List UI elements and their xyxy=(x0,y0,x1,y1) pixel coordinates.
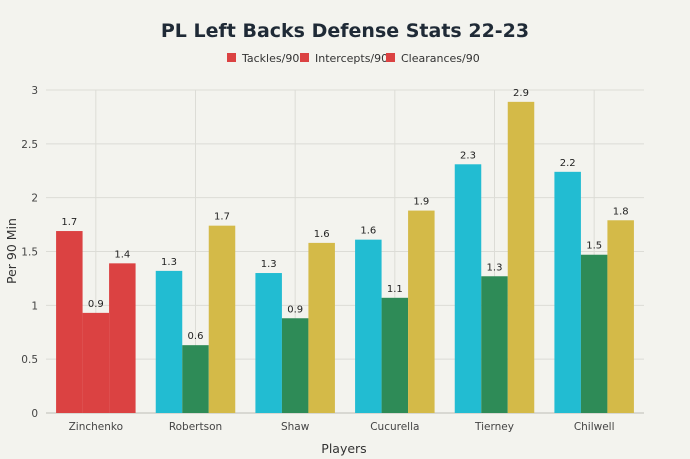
legend-entry: Tackles/90 xyxy=(241,52,299,65)
data-label: 1.6 xyxy=(314,229,330,240)
data-label: 1.4 xyxy=(114,249,130,260)
y-axis-label: Per 90 Min xyxy=(4,218,19,284)
bar-tierney-intercepts xyxy=(481,276,508,413)
legend: Tackles/90 Intercepts/90 Clearances/90 xyxy=(227,52,480,65)
bar-chilwell-tackles xyxy=(554,171,581,413)
data-label: 1.5 xyxy=(586,241,602,252)
y-tick-label: 1 xyxy=(31,300,38,312)
x-tick-label: Chilwell xyxy=(574,421,615,433)
data-label: 1.1 xyxy=(387,284,403,295)
bar-zinchenko-tackles xyxy=(56,231,83,413)
data-label: 2.2 xyxy=(560,158,576,169)
bar-cucurella-clearances xyxy=(408,210,435,413)
bar-tierney-tackles xyxy=(454,164,482,413)
bar-zinchenko-clearances xyxy=(109,263,136,413)
y-tick-label: 2.5 xyxy=(21,139,38,151)
data-label: 0.9 xyxy=(88,299,104,310)
data-label: 1.3 xyxy=(161,257,177,268)
legend-entry: Clearances/90 xyxy=(401,52,480,65)
data-label: 0.9 xyxy=(287,304,303,315)
x-tick-label: Shaw xyxy=(281,421,310,433)
bar-tierney-clearances xyxy=(507,101,535,414)
x-tick-label: Tierney xyxy=(474,421,514,433)
grid xyxy=(46,89,644,414)
data-label: 1.8 xyxy=(613,206,629,217)
y-tick-label: 0 xyxy=(31,408,38,420)
bars xyxy=(56,101,634,414)
bar-cucurella-tackles xyxy=(355,239,382,413)
chart-title: PL Left Backs Defense Stats 22-23 xyxy=(161,20,529,42)
data-label: 1.7 xyxy=(61,217,77,228)
y-tick-label: 3 xyxy=(31,85,38,97)
bar-chilwell-intercepts xyxy=(580,254,608,413)
data-label: 0.6 xyxy=(188,331,204,342)
x-tick-label: Cucurella xyxy=(370,421,419,433)
y-axis-ticks: 0 0.5 1 1.5 2 2.5 3 xyxy=(21,85,38,420)
data-label: 2.3 xyxy=(460,150,476,161)
bar-chilwell-clearances xyxy=(607,220,634,413)
bar-cucurella-intercepts xyxy=(381,297,409,413)
legend-swatch xyxy=(386,53,395,62)
legend-swatch xyxy=(227,53,236,62)
data-label: 1.7 xyxy=(214,212,230,223)
data-label: 1.3 xyxy=(487,262,503,273)
legend-swatch xyxy=(300,53,309,62)
bar-robertson-tackles xyxy=(155,270,183,413)
x-axis-label: Players xyxy=(321,441,366,456)
y-tick-label: 0.5 xyxy=(21,354,38,366)
bar-shaw-clearances xyxy=(308,242,335,413)
data-label: 1.6 xyxy=(360,226,376,237)
legend-entry: Intercepts/90 xyxy=(315,52,388,65)
data-label: 2.9 xyxy=(513,88,529,99)
data-labels: 1.7 0.9 1.4 1.3 0.6 1.7 1.3 0.9 1.6 1.6 1.1 1.9 2.3 1… xyxy=(61,88,628,342)
bar-robertson-intercepts xyxy=(182,345,209,413)
bar-zinchenko-intercepts xyxy=(82,312,110,413)
bar-shaw-intercepts xyxy=(281,318,309,413)
data-label: 1.9 xyxy=(413,197,429,208)
data-label: 1.3 xyxy=(261,259,277,270)
x-tick-label: Zinchenko xyxy=(69,421,123,433)
y-tick-label: 1.5 xyxy=(21,247,38,259)
y-tick-label: 2 xyxy=(31,193,38,205)
x-tick-label: Robertson xyxy=(169,421,222,433)
x-axis-ticks: Zinchenko Robertson Shaw Cucurella Tierney Ch… xyxy=(69,421,615,433)
bar-shaw-tackles xyxy=(255,273,282,413)
bar-robertson-clearances xyxy=(208,225,236,413)
